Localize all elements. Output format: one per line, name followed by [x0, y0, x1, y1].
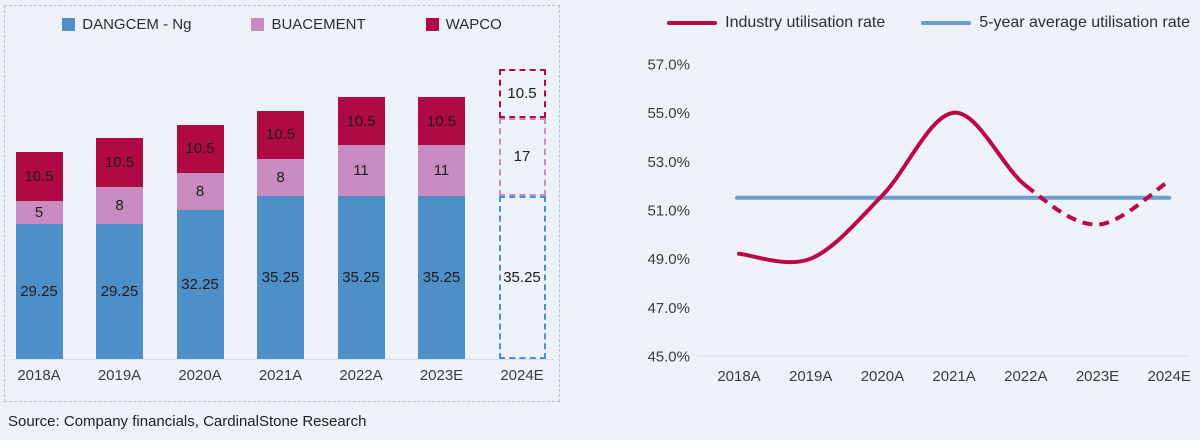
bar-segment: 10.5	[418, 96, 465, 146]
bar-value-label: 8	[276, 169, 285, 187]
legend-label: BUACEMENT	[271, 16, 366, 33]
legend-label: WAPCO	[445, 16, 502, 33]
line-x-tick-label: 2018A	[717, 368, 760, 385]
industry-line-swatch-icon	[667, 21, 718, 25]
legend-label: Industry utilisation rate	[725, 14, 886, 31]
stacked-bar-chart-panel: DANGCEM - Ng BUACEMENT WAPCO 29.25 5 10.5 2…	[4, 5, 560, 402]
line-x-tick-label: 2022A	[1004, 368, 1047, 385]
bar-segment: 11	[337, 145, 385, 197]
buacement-swatch-icon	[251, 18, 265, 31]
bar-segment: 10.5	[176, 124, 224, 174]
bar-x-tick-label: 2023E	[419, 367, 464, 384]
bar-segment: 8	[176, 173, 224, 211]
source-note: Source: Company financials, CardinalSton…	[8, 413, 367, 430]
bar-column-2024E: 35.25 17 10.5	[498, 69, 546, 359]
legend-item-industry-rate: Industry utilisation rate	[667, 14, 885, 32]
bar-x-tick-label: 2024E	[500, 367, 544, 384]
line-x-tick-label: 2024E	[1148, 368, 1191, 385]
bar-value-label: 35.25	[342, 269, 380, 287]
legend-label: DANGCEM - Ng	[82, 16, 192, 33]
bar-x-axis-line	[10, 359, 554, 360]
bar-chart-legend: DANGCEM - Ng BUACEMENT WAPCO	[5, 16, 559, 33]
bar-value-label: 5	[34, 203, 44, 221]
bar-column-2020A: 32.25 8 10.5	[176, 124, 224, 359]
dangcem-swatch-icon	[62, 18, 76, 31]
y-tick-label: 49.0%	[647, 251, 690, 268]
bar-segment: 32.25	[176, 210, 224, 359]
bar-value-label: 11	[433, 162, 450, 180]
y-tick-label: 47.0%	[647, 300, 690, 317]
average-line-swatch-icon	[921, 21, 972, 25]
bar-value-label: 29.25	[20, 282, 58, 300]
bar-column-2019A: 29.25 8 10.5	[96, 138, 143, 359]
bar-segment: 17	[498, 117, 546, 197]
bar-segment: 35.25	[337, 196, 385, 359]
bar-column-2023E: 35.25 11 10.5	[418, 96, 465, 359]
bar-segment: 11	[418, 145, 465, 197]
bar-value-label: 10.5	[185, 140, 215, 158]
bar-value-label: 10.5	[24, 168, 54, 186]
bar-x-tick-label: 2022A	[339, 367, 383, 384]
bar-x-tick-label: 2021A	[258, 367, 303, 384]
bar-segment: 10.5	[337, 96, 385, 146]
bar-value-label: 8	[115, 196, 124, 214]
legend-item-wapco: WAPCO	[425, 16, 502, 33]
y-tick-label: 45.0%	[647, 349, 690, 366]
bar-column-2021A: 35.25 8 10.5	[257, 110, 304, 359]
bar-value-label: 8	[195, 183, 205, 201]
bar-segment: 35.25	[498, 196, 546, 359]
line-x-tick-label: 2023E	[1076, 368, 1119, 385]
bar-value-label: 10.5	[346, 112, 376, 130]
bar-segment: 8	[96, 186, 143, 224]
bar-value-label: 35.25	[422, 269, 461, 287]
bar-x-tick-label: 2018A	[17, 367, 61, 384]
industry-utilisation-line-dashed	[1024, 179, 1171, 227]
bar-segment: 8	[257, 159, 304, 197]
bar-x-tick-label: 2020A	[178, 367, 222, 384]
stacked-bar-plot: 29.25 5 10.5 2018A 29.25 8 10.5 2019A 32.25 8 10.5…	[5, 6, 559, 401]
bar-value-label: 35.25	[503, 269, 541, 287]
bar-column-2018A: 29.25 5 10.5	[15, 152, 63, 359]
bar-value-label: 11	[353, 162, 369, 180]
line-x-tick-label: 2019A	[789, 368, 832, 385]
bar-value-label: 17	[513, 148, 531, 166]
utilisation-line-chart: 45.0% 47.0% 49.0% 51.0% 53.0% 55.0% 57.0% 2018A…	[647, 57, 1191, 386]
y-tick-label: 53.0%	[647, 154, 690, 171]
bar-segment: 10.5	[498, 69, 546, 118]
y-tick-label: 55.0%	[647, 105, 690, 122]
bar-segment: 29.25	[15, 223, 63, 359]
legend-item-average-rate: 5-year average utilisation rate	[921, 14, 1190, 32]
bar-segment: 10.5	[96, 138, 143, 187]
bar-column-2022A: 35.25 11 10.5	[337, 96, 385, 359]
bar-value-label: 10.5	[426, 112, 457, 130]
bar-segment: 10.5	[15, 152, 63, 201]
legend-label: 5-year average utilisation rate	[979, 14, 1190, 31]
bar-value-label: 29.25	[100, 282, 139, 300]
line-x-tick-label: 2021A	[932, 368, 975, 385]
legend-item-dangcem: DANGCEM - Ng	[62, 16, 191, 33]
bar-value-label: 10.5	[507, 84, 537, 102]
wapco-swatch-icon	[425, 18, 439, 31]
bar-segment: 35.25	[418, 196, 465, 359]
bar-value-label: 35.25	[261, 269, 300, 287]
bar-value-label: 10.5	[265, 126, 296, 144]
y-tick-label: 57.0%	[647, 57, 690, 74]
line-x-tick-label: 2020A	[861, 368, 904, 385]
bar-x-tick-label: 2019A	[97, 367, 142, 384]
line-chart-legend: Industry utilisation rate 5-year average…	[667, 14, 1190, 32]
bar-segment: 5	[15, 200, 63, 224]
industry-utilisation-line-solid	[737, 110, 1028, 265]
bar-segment: 29.25	[96, 223, 143, 359]
bar-segment: 35.25	[257, 196, 304, 359]
bar-segment: 10.5	[257, 110, 304, 160]
bar-value-label: 10.5	[104, 154, 135, 172]
bar-value-label: 32.25	[181, 276, 219, 293]
legend-item-buacement: BUACEMENT	[251, 16, 366, 33]
y-tick-label: 51.0%	[647, 203, 690, 220]
